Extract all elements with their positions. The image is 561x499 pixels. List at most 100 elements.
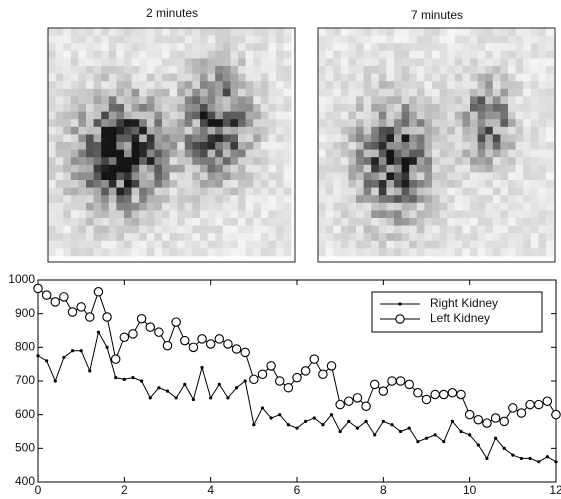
scan-pixel — [177, 164, 186, 173]
scan-pixel — [207, 111, 216, 120]
scan-pixel — [268, 142, 277, 150]
scan-pixel — [207, 187, 216, 196]
scan-pixel — [530, 88, 539, 97]
scan-pixel — [492, 81, 501, 90]
scan-pixel — [222, 164, 231, 173]
scan-pixel — [101, 240, 110, 249]
scan-pixel — [222, 126, 231, 135]
scan-pixel — [492, 149, 501, 158]
scan-pixel — [340, 58, 349, 67]
scan-pixel — [462, 210, 471, 219]
scan-pixel — [63, 248, 72, 257]
panel-title: 7 minutes — [411, 8, 463, 22]
scan-pixel — [101, 66, 110, 74]
scan-pixel — [378, 240, 387, 249]
scan-pixel — [470, 202, 478, 211]
scan-pixel — [70, 248, 79, 257]
scan-pixel — [260, 66, 269, 74]
scan-pixel — [131, 187, 140, 196]
scan-pixel — [485, 164, 494, 173]
scan-pixel — [416, 164, 425, 173]
scan-pixel — [139, 88, 148, 97]
marker — [450, 419, 454, 423]
scan-pixel — [139, 58, 148, 67]
scan-pixel — [492, 134, 501, 143]
scan-pixel — [432, 164, 440, 173]
scan-pixel — [207, 66, 216, 74]
marker — [93, 287, 104, 297]
scan-pixel — [207, 240, 216, 249]
scan-pixel — [154, 218, 163, 226]
scan-pixel — [454, 35, 463, 44]
scan-pixel — [508, 96, 516, 105]
scan-pixel — [131, 240, 140, 249]
scan-pixel — [325, 210, 334, 219]
scan-pixel — [238, 233, 246, 242]
scan-pixel — [48, 218, 56, 226]
scan-pixel — [253, 218, 262, 226]
scan-pixel — [268, 225, 277, 234]
scan-pixel — [116, 157, 125, 166]
scan-pixel — [253, 28, 262, 36]
scan-pixel — [333, 81, 342, 90]
scan-pixel — [378, 202, 387, 211]
scan-pixel — [409, 126, 418, 135]
scan-pixel — [470, 134, 478, 143]
scan-pixel — [276, 58, 284, 67]
scan-pixel — [70, 66, 79, 74]
marker — [493, 436, 498, 440]
marker — [266, 361, 276, 371]
scan-pixel — [546, 28, 554, 36]
scan-pixel — [538, 195, 547, 204]
x-tick-label: 4 — [207, 483, 214, 494]
scan-pixel — [356, 149, 364, 158]
scan-pixel — [371, 66, 380, 74]
scan-pixel — [131, 50, 140, 59]
marker — [300, 366, 311, 376]
scan-pixel — [276, 96, 284, 105]
scan-pixel — [230, 35, 239, 44]
scan-pixel — [162, 73, 170, 82]
scan-pixel — [207, 126, 216, 135]
scan-pixel — [363, 28, 372, 36]
scan-pixel — [492, 28, 501, 36]
scan-pixel — [78, 210, 87, 219]
scan-pixel — [318, 28, 326, 36]
scan-pixel — [546, 58, 554, 67]
scan-pixel — [245, 157, 254, 166]
scan-pixel — [238, 210, 246, 219]
scan-pixel — [93, 187, 102, 196]
scan-pixel — [222, 218, 231, 226]
scan-pixel — [162, 233, 170, 242]
scan-pixel — [139, 134, 148, 143]
scan-pixel — [401, 35, 410, 44]
scan-pixel — [515, 43, 524, 52]
scan-pixel — [318, 104, 326, 112]
scan-pixel — [508, 50, 516, 59]
scan-pixel — [485, 218, 494, 226]
scan-pixel — [530, 187, 539, 196]
scan-pixel — [70, 126, 79, 135]
scan-pixel — [363, 187, 372, 196]
scan-pixel — [409, 111, 418, 120]
scan-pixel — [363, 126, 372, 135]
scan-pixel — [184, 35, 193, 44]
scan-pixel — [454, 180, 463, 188]
scan-pixel — [184, 195, 193, 204]
scan-pixel — [55, 210, 64, 219]
scan-pixel — [86, 73, 94, 82]
scan-pixel — [184, 126, 193, 135]
scan-pixel — [462, 119, 471, 128]
scan-pixel — [462, 187, 471, 196]
scan-pixel — [386, 119, 395, 128]
scan-pixel — [439, 218, 448, 226]
scan-pixel — [169, 43, 178, 52]
scan-pixel — [432, 240, 440, 249]
scan-pixel — [283, 233, 292, 242]
scan-pixel — [462, 126, 471, 135]
scan-pixel — [146, 142, 155, 150]
scan-pixel — [454, 66, 463, 74]
scan-pixel — [538, 50, 547, 59]
scan-pixel — [283, 119, 292, 128]
scan-pixel — [222, 180, 231, 188]
